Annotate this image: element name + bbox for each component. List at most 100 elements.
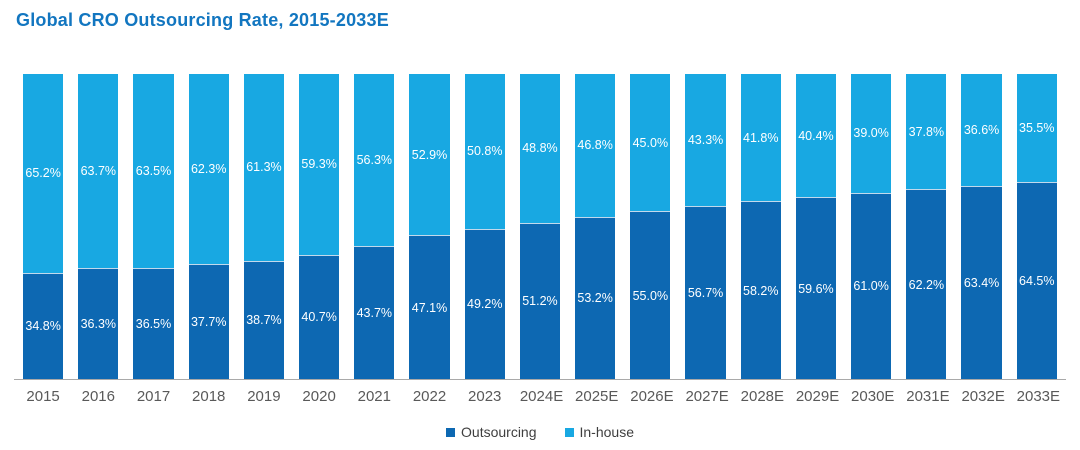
x-tick-2030E: 2030E <box>851 388 895 405</box>
bar-column-2030E: 39.0% 61.0% <box>851 74 892 379</box>
inhouse-segment: 35.5% <box>1016 74 1057 183</box>
legend-label: In-house <box>579 424 634 440</box>
inhouse-segment-label: 63.7% <box>80 164 117 179</box>
outsourcing-segment: 58.2% <box>740 201 781 379</box>
inhouse-segment-label: 36.6% <box>963 122 1000 137</box>
inhouse-segment: 63.5% <box>133 74 174 268</box>
outsourcing-segment-label: 53.2% <box>577 291 613 306</box>
inhouse-segment: 56.3% <box>354 74 395 246</box>
outsourcing-segment-label: 40.7% <box>301 310 337 325</box>
x-tick-2027E: 2027E <box>685 388 729 405</box>
inhouse-segment-label: 61.3% <box>246 160 282 175</box>
bar-column-2020: 59.3% 40.7% <box>299 74 340 379</box>
outsourcing-segment-label: 38.7% <box>246 313 282 328</box>
inhouse-segment-label: 63.5% <box>135 163 172 178</box>
inhouse-segment: 37.8% <box>906 74 947 190</box>
outsourcing-segment: 36.3% <box>78 268 119 379</box>
legend-item-outsourcing: Outsourcing <box>446 424 537 440</box>
x-tick-2029E: 2029E <box>795 388 840 405</box>
inhouse-segment: 46.8% <box>575 74 616 217</box>
outsourcing-segment-label: 61.0% <box>853 279 889 294</box>
inhouse-segment: 36.6% <box>961 74 1002 186</box>
inhouse-segment-label: 40.4% <box>798 128 834 143</box>
bar-column-2026E: 45.0% 55.0% <box>630 74 671 379</box>
legend-swatch-icon <box>446 427 456 437</box>
x-tick-2025E: 2025E <box>575 388 619 405</box>
x-tick-2018: 2018 <box>192 388 226 405</box>
x-tick-2033E: 2033E <box>1016 388 1061 405</box>
bar-column-2029E: 40.4% 59.6% <box>795 74 837 379</box>
inhouse-segment-label: 52.9% <box>411 147 448 162</box>
x-axis-labels: 2015 2016 2017 2018 2019 2020 2021 2022 2023 2024… <box>14 388 1066 405</box>
x-tick-2016: 2016 <box>81 388 115 405</box>
x-tick-2032E: 2032E <box>961 388 1005 405</box>
bar-column-2032E: 36.6% 63.4% <box>961 74 1002 379</box>
outsourcing-segment: 53.2% <box>575 216 616 379</box>
x-tick-2031E: 2031E <box>906 388 950 405</box>
x-tick-2024E: 2024E <box>519 388 564 405</box>
inhouse-segment: 40.4% <box>795 74 837 198</box>
outsourcing-segment: 34.8% <box>23 272 64 379</box>
chart-legend: Outsourcing In-house <box>0 424 1080 440</box>
bar-column-2031E: 37.8% 62.2% <box>906 74 947 379</box>
inhouse-segment: 48.8% <box>519 74 561 223</box>
x-tick-2017: 2017 <box>136 388 171 405</box>
inhouse-segment-label: 48.8% <box>522 141 558 156</box>
inhouse-segment-label: 65.2% <box>25 166 61 181</box>
inhouse-segment-label: 35.5% <box>1019 121 1055 136</box>
outsourcing-segment-label: 51.2% <box>522 294 558 309</box>
inhouse-segment-label: 39.0% <box>853 126 889 141</box>
outsourcing-segment-label: 55.0% <box>632 288 669 303</box>
inhouse-segment: 39.0% <box>851 74 892 193</box>
outsourcing-segment-label: 64.5% <box>1019 274 1055 289</box>
inhouse-segment: 62.3% <box>188 74 229 264</box>
outsourcing-segment: 38.7% <box>243 260 285 379</box>
chart-title: Global CRO Outsourcing Rate, 2015-2033E <box>16 10 389 30</box>
outsourcing-segment-label: 36.3% <box>80 317 117 332</box>
outsourcing-segment-label: 62.2% <box>908 277 945 292</box>
bar-column-2021: 56.3% 43.7% <box>354 74 395 379</box>
inhouse-segment: 52.9% <box>409 74 450 236</box>
outsourcing-segment: 64.5% <box>1016 182 1057 379</box>
bar-column-2023: 50.8% 49.2% <box>464 74 505 379</box>
outsourcing-segment-label: 36.5% <box>135 316 172 331</box>
outsourcing-segment: 55.0% <box>630 211 671 379</box>
outsourcing-segment: 56.7% <box>685 206 726 379</box>
legend-swatch-icon <box>564 427 574 437</box>
bar-column-2015: 65.2% 34.8% <box>23 74 64 379</box>
x-tick-2015: 2015 <box>26 388 60 405</box>
bar-column-2017: 63.5% 36.5% <box>133 74 174 379</box>
bar-column-2016: 63.7% 36.3% <box>78 74 119 379</box>
inhouse-segment-label: 56.3% <box>356 152 393 167</box>
outsourcing-segment: 40.7% <box>299 254 340 379</box>
plot-area: 65.2% 34.8% 63.7% 36.3% 63.5% 36.5% 62.3% 37.7%… <box>14 74 1066 380</box>
inhouse-segment: 43.3% <box>685 74 726 207</box>
outsourcing-segment: 63.4% <box>961 185 1002 379</box>
x-tick-2026E: 2026E <box>630 388 674 405</box>
legend-label: Outsourcing <box>461 424 537 440</box>
inhouse-segment: 50.8% <box>464 74 505 229</box>
inhouse-segment-label: 41.8% <box>743 130 779 145</box>
outsourcing-segment: 61.0% <box>851 192 892 379</box>
x-tick-2022: 2022 <box>412 388 447 405</box>
bar-column-2019: 61.3% 38.7% <box>243 74 285 379</box>
bar-column-2028E: 41.8% 58.2% <box>740 74 781 379</box>
x-tick-2028E: 2028E <box>740 388 785 405</box>
bar-column-2033E: 35.5% 64.5% <box>1016 74 1057 379</box>
outsourcing-segment-label: 56.7% <box>687 286 724 301</box>
inhouse-segment-label: 45.0% <box>632 135 669 150</box>
outsourcing-segment: 62.2% <box>906 189 947 379</box>
outsourcing-segment-label: 49.2% <box>467 297 503 312</box>
inhouse-segment-label: 43.3% <box>687 133 724 148</box>
bar-column-2025E: 46.8% 53.2% <box>575 74 616 379</box>
bar-column-2022: 52.9% 47.1% <box>409 74 450 379</box>
inhouse-segment: 41.8% <box>740 74 781 202</box>
inhouse-segment-label: 46.8% <box>577 138 613 153</box>
outsourcing-segment: 36.5% <box>133 267 174 379</box>
x-tick-2020: 2020 <box>302 388 336 405</box>
outsourcing-segment-label: 63.4% <box>963 275 1000 290</box>
outsourcing-segment: 49.2% <box>464 228 505 379</box>
outsourcing-segment: 47.1% <box>409 235 450 379</box>
inhouse-segment-label: 59.3% <box>301 157 337 172</box>
